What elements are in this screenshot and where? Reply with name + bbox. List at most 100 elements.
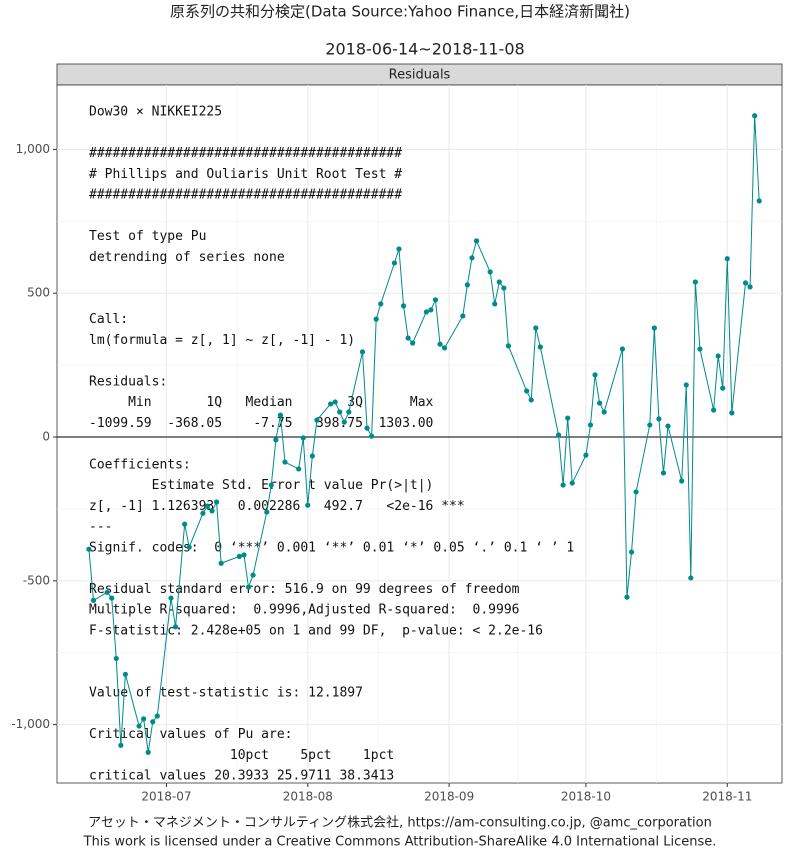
data-point bbox=[432, 297, 439, 303]
data-point bbox=[359, 349, 366, 355]
data-point bbox=[697, 346, 703, 352]
x-tick-label: 2018-08 bbox=[283, 790, 333, 804]
data-point bbox=[492, 301, 498, 307]
data-point bbox=[396, 246, 402, 252]
data-point bbox=[218, 560, 224, 566]
footer-line: アセット・マネジメント・コンサルティング株式会社, https://am-con… bbox=[88, 815, 712, 831]
console-text: Dow30 × NIKKEI225 bbox=[89, 105, 222, 120]
x-tick-label: 2018-09 bbox=[424, 790, 474, 804]
data-point bbox=[437, 341, 443, 347]
data-point bbox=[441, 345, 448, 351]
console-text: Test of type Pu bbox=[89, 229, 206, 244]
data-point bbox=[150, 719, 156, 725]
data-point bbox=[236, 553, 242, 559]
console-text: --- bbox=[89, 520, 112, 535]
data-point bbox=[537, 344, 543, 350]
console-text: ######################################## bbox=[89, 188, 402, 203]
data-point bbox=[660, 470, 667, 476]
data-point bbox=[747, 284, 753, 290]
console-text: detrending of series none bbox=[89, 250, 285, 265]
data-point bbox=[592, 372, 598, 378]
console-text: Estimate Std. Error t value Pr(>|t|) bbox=[89, 478, 433, 493]
data-point bbox=[277, 412, 284, 418]
data-point bbox=[692, 279, 698, 285]
data-point bbox=[487, 269, 493, 275]
data-point bbox=[555, 432, 562, 438]
data-point bbox=[204, 503, 211, 509]
y-tick-label: -1,000 bbox=[11, 717, 50, 731]
data-point bbox=[172, 624, 179, 630]
data-point bbox=[724, 256, 730, 262]
data-point bbox=[524, 388, 530, 394]
data-point bbox=[118, 742, 124, 748]
y-tick-label: 500 bbox=[27, 286, 50, 300]
data-point bbox=[583, 452, 589, 458]
data-point bbox=[305, 502, 311, 508]
console-text: Min 1Q Median 3Q Max bbox=[89, 395, 434, 410]
data-point bbox=[501, 285, 507, 291]
data-point bbox=[720, 385, 726, 391]
data-point bbox=[665, 423, 671, 429]
data-point bbox=[373, 316, 379, 322]
data-point bbox=[569, 480, 575, 486]
data-point bbox=[332, 399, 338, 405]
data-point bbox=[104, 589, 110, 595]
data-point bbox=[90, 597, 97, 603]
data-point bbox=[469, 255, 475, 261]
data-point bbox=[460, 313, 466, 319]
panel-label: Residuals bbox=[389, 68, 451, 83]
x-tick-label: 2018-07 bbox=[141, 790, 191, 804]
data-point bbox=[756, 198, 762, 204]
data-point bbox=[186, 544, 192, 550]
data-point bbox=[400, 303, 407, 309]
chart-subtitle: 2018-06-14~2018-11-08 bbox=[325, 40, 524, 59]
data-point bbox=[86, 546, 92, 552]
y-tick-label: 1,000 bbox=[16, 142, 50, 156]
data-point bbox=[633, 489, 639, 495]
console-text: critical values 20.3933 25.9711 38.3413 bbox=[89, 769, 394, 784]
data-point bbox=[679, 478, 685, 484]
data-point bbox=[136, 723, 142, 729]
data-point bbox=[300, 435, 306, 441]
data-point bbox=[309, 453, 315, 459]
data-point bbox=[628, 549, 635, 555]
data-point bbox=[250, 572, 256, 578]
data-point bbox=[683, 382, 689, 388]
data-point bbox=[241, 552, 247, 558]
data-point bbox=[327, 401, 334, 407]
data-point bbox=[410, 340, 416, 346]
data-point bbox=[122, 671, 128, 677]
data-point bbox=[245, 584, 252, 590]
data-point bbox=[533, 325, 539, 331]
chart-title: 原系列の共和分検定(Data Source:Yahoo Finance,日本経済… bbox=[170, 3, 630, 21]
console-text: 10pct 5pct 1pct bbox=[89, 748, 394, 763]
y-tick-label: 0 bbox=[42, 430, 50, 444]
data-point bbox=[597, 400, 603, 406]
console-text: Value of test-statistic is: 12.1897 bbox=[89, 686, 363, 701]
console-text: # Phillips and Ouliaris Unit Root Test # bbox=[89, 167, 402, 182]
y-tick-label: -500 bbox=[23, 573, 50, 587]
data-point bbox=[369, 433, 375, 439]
console-text: Critical values of Pu are: bbox=[89, 727, 293, 742]
console-text: Residuals: bbox=[89, 374, 167, 389]
data-point bbox=[742, 280, 749, 286]
data-point bbox=[423, 309, 429, 315]
data-point bbox=[565, 415, 571, 421]
data-point bbox=[428, 307, 434, 313]
data-point bbox=[273, 437, 279, 443]
data-point bbox=[619, 346, 626, 352]
data-point bbox=[154, 713, 160, 719]
data-point bbox=[264, 509, 270, 515]
data-point bbox=[624, 594, 630, 600]
panel bbox=[56, 84, 783, 784]
data-point bbox=[391, 260, 398, 266]
console-text: lm(formula = z[, 1] ~ z[, -1] - 1) bbox=[89, 333, 355, 348]
data-point bbox=[656, 416, 662, 422]
data-point bbox=[378, 301, 384, 307]
console-text: -1099.59 -368.05 -7.75 398.75 1303.00 bbox=[89, 416, 433, 431]
data-point bbox=[752, 113, 758, 119]
console-text: Multiple R-squared: 0.9996,Adjusted R-sq… bbox=[89, 603, 519, 618]
data-point bbox=[601, 409, 607, 415]
data-point bbox=[688, 575, 694, 581]
